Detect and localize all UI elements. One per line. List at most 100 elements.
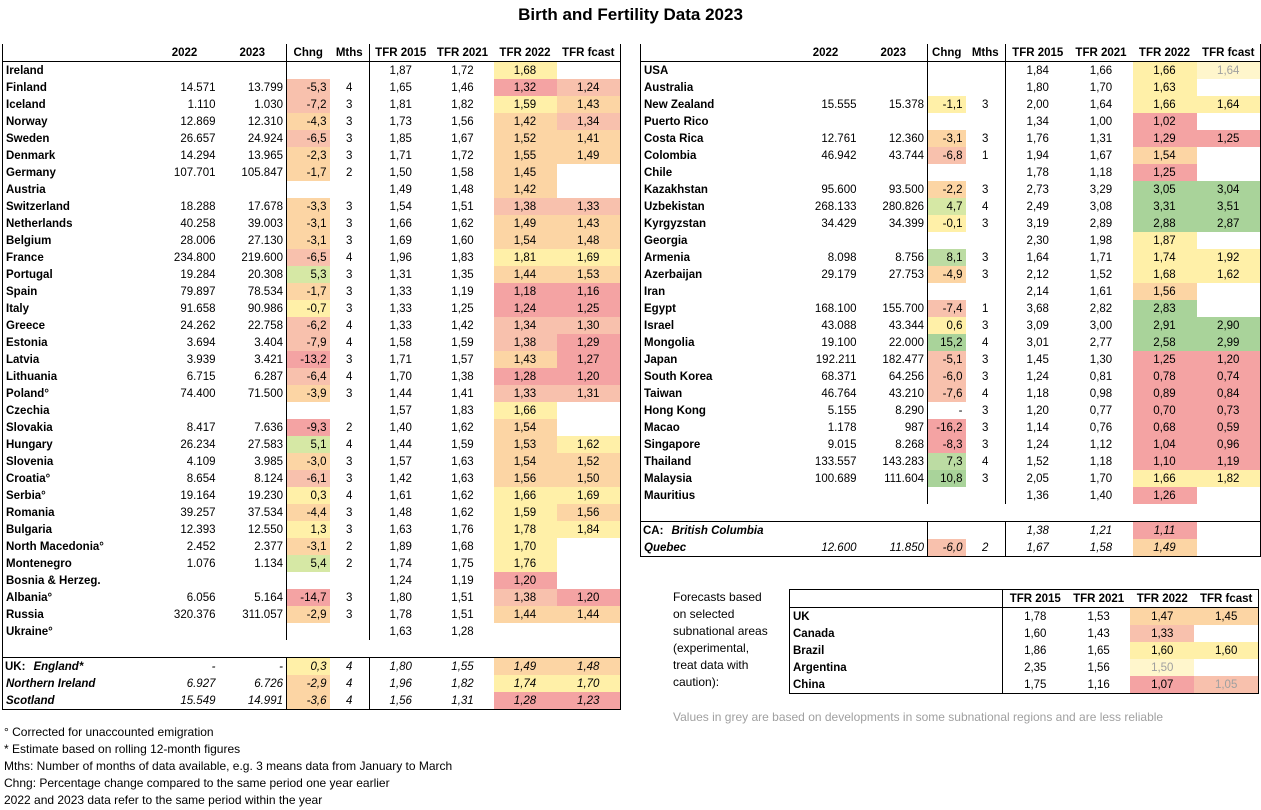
data-cell: 1,49: [1132, 539, 1197, 557]
data-cell: 9.015: [827, 438, 857, 451]
data-cell: 1,60: [1024, 627, 1047, 640]
data-cell: 1,78: [493, 521, 557, 538]
country-name: England*: [33, 660, 84, 673]
data-cell: 1,31: [389, 268, 412, 281]
data-cell: 1,60: [1130, 642, 1195, 659]
data-cell: 1,00: [1089, 115, 1113, 128]
data-cell: [218, 181, 287, 198]
data-cell: 4: [329, 675, 370, 692]
data-cell: 3: [329, 215, 370, 232]
data-cell: 2,90: [1196, 317, 1261, 334]
column-header: Chng: [927, 44, 966, 62]
table-row: Colombia 46.942 43.744 -6,8 1 1,94 1,67 1,54: [640, 147, 1261, 164]
country-name: Singapore: [640, 436, 792, 453]
data-cell: 1,62: [556, 436, 621, 453]
data-cell: 1,57: [389, 404, 412, 417]
data-cell: 1,48: [556, 657, 621, 675]
data-cell: [151, 402, 219, 419]
data-cell: 2,83: [1132, 300, 1197, 317]
data-cell: 1,33: [556, 198, 621, 215]
data-cell: 2,00: [1026, 98, 1049, 111]
data-cell: 1,33: [1130, 625, 1195, 642]
table-row: Chile 1,78 1,18 1,25: [640, 164, 1261, 181]
europe-table: 2022 2023 Chng Mths TFR 2015 TFR 2021 TFR 2022…: [2, 44, 621, 710]
data-cell: [1196, 164, 1261, 181]
data-cell: 34.399: [859, 215, 928, 232]
data-cell: 3: [329, 266, 370, 283]
data-cell: 13.965: [218, 147, 287, 164]
data-cell: 3: [965, 368, 1006, 385]
column-header: [640, 44, 792, 62]
table-row: Argentina 2,35 1,56 1,50: [788, 659, 1260, 676]
country-name: Kyrgyzstan: [640, 215, 792, 232]
data-cell: 3: [965, 249, 1006, 266]
data-cell: 11.850: [859, 539, 928, 557]
data-cell: 3,68: [1026, 302, 1049, 315]
data-cell: 2,05: [1026, 472, 1049, 485]
data-cell: 17.678: [218, 198, 287, 215]
data-cell: 3: [965, 181, 1006, 198]
data-cell: 3.421: [218, 351, 287, 368]
data-cell: 4: [329, 249, 370, 266]
data-cell: 1,42: [389, 472, 412, 485]
data-cell: 12.761: [821, 132, 857, 145]
column-header: 2022: [791, 44, 860, 62]
data-cell: 71.500: [218, 385, 287, 402]
table-row: Japan 192.211 182.477 -5,1 3 1,45 1,30 1,25 1,20: [640, 351, 1261, 368]
data-cell: 6.927: [186, 677, 216, 690]
data-cell: [965, 487, 1006, 504]
data-cell: 90.986: [218, 300, 287, 317]
table-row: Thailand 133.557 143.283 7,3 4 1,52 1,18 1,10 1,…: [640, 453, 1261, 470]
data-cell: [1194, 625, 1260, 642]
data-cell: -6,5: [286, 130, 330, 147]
country-name: Iran: [640, 283, 792, 300]
data-cell: [927, 113, 966, 130]
country-name: Mauritius: [640, 487, 792, 504]
data-cell: 1,96: [389, 251, 412, 264]
data-cell: 1,24: [1026, 370, 1049, 383]
data-cell: 3,01: [1026, 336, 1049, 349]
data-cell: 1,45: [1026, 353, 1049, 366]
country-name: Georgia: [640, 232, 792, 249]
data-cell: 1,47: [1130, 607, 1195, 625]
country-name: Hungary: [2, 436, 151, 453]
data-cell: -3,9: [286, 385, 330, 402]
data-cell: [859, 164, 928, 181]
data-cell: 4: [329, 692, 370, 710]
data-cell: [1196, 487, 1261, 504]
data-cell: 2,82: [1089, 302, 1113, 315]
data-cell: 3: [329, 385, 370, 402]
data-cell: -6,2: [286, 317, 330, 334]
table-row: Australia 1,80 1,70 1,63: [640, 79, 1261, 96]
data-cell: 1,82: [451, 98, 474, 111]
country-name: Canada: [788, 625, 1004, 642]
data-cell: 27.583: [218, 436, 287, 453]
footnote: 2022 and 2023 data refer to the same per…: [4, 793, 323, 807]
data-cell: -: [150, 657, 219, 675]
data-cell: -3,6: [286, 692, 330, 710]
data-cell: 1,63: [451, 472, 474, 485]
data-cell: 1,87: [1132, 232, 1197, 249]
data-cell: [859, 79, 928, 96]
data-cell: 5,4: [286, 555, 330, 572]
country-name: Macao: [640, 419, 792, 436]
data-cell: 1,38: [451, 370, 474, 383]
data-cell: 1,66: [1089, 64, 1113, 77]
data-cell: 0,84: [1196, 385, 1261, 402]
data-cell: 1,72: [451, 149, 474, 162]
data-cell: 7,3: [927, 453, 966, 470]
data-cell: 219.600: [218, 249, 287, 266]
data-cell: 1,24: [389, 574, 412, 587]
data-cell: 1,96: [389, 677, 412, 690]
data-cell: 1,33: [493, 385, 557, 402]
data-cell: [965, 283, 1006, 300]
data-cell: 2,88: [1132, 215, 1197, 232]
data-cell: 1,48: [451, 183, 474, 196]
country-name: Australia: [640, 79, 792, 96]
data-cell: 268.133: [814, 200, 857, 213]
data-cell: 1,56: [1132, 283, 1197, 300]
data-cell: 3,31: [1132, 198, 1197, 215]
data-cell: [792, 62, 860, 80]
data-cell: 0,59: [1196, 419, 1261, 436]
country-name: Albania°: [2, 589, 151, 606]
